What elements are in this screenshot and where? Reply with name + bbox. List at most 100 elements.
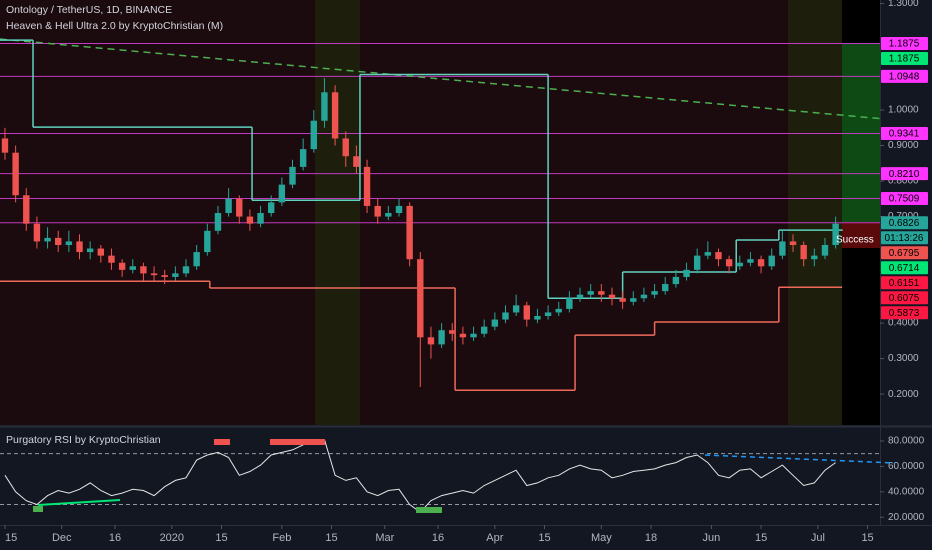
price-label: 1.1875 [889, 54, 920, 65]
candle-body [310, 120, 317, 150]
candle-body [97, 248, 105, 256]
candle-body [587, 291, 594, 295]
candle-body [65, 241, 73, 245]
price-label-box [881, 261, 928, 275]
candle-body [491, 319, 499, 327]
price-label: 0.6151 [889, 278, 920, 289]
candle-body [598, 291, 605, 295]
indicator-title: Heaven & Hell Ultra 2.0 by KryptoChristi… [6, 20, 223, 32]
candle-body [470, 333, 477, 338]
y-tick-label: 1.0000 [888, 105, 919, 116]
x-tick-label: 16 [432, 532, 444, 544]
y-tick-label: 0.4000 [888, 318, 919, 329]
candle-body [182, 266, 190, 274]
candle-body [704, 252, 712, 256]
price-label-box [881, 276, 928, 290]
candle-body [172, 273, 179, 277]
price-label-box [881, 167, 928, 181]
signal-marker [416, 507, 442, 513]
y-tick-label: 0.9000 [888, 140, 919, 151]
candle-body [406, 205, 413, 260]
candle-body [459, 333, 467, 338]
candle-body [193, 252, 200, 267]
zone-band [788, 0, 842, 425]
price-label: 0.6714 [889, 263, 920, 274]
x-tick-label: Mar [375, 532, 394, 544]
signal-marker [270, 439, 325, 445]
x-tick-label: 15 [861, 532, 873, 544]
zone-band [315, 0, 360, 425]
y-tick-label: 80.0000 [888, 436, 925, 447]
price-label: 0.8210 [889, 169, 920, 180]
candle-body [55, 237, 62, 245]
x-tick-label: 15 [538, 532, 550, 544]
candle-body [23, 195, 30, 224]
main-pane [0, 0, 880, 425]
y-tick-label: 20.0000 [888, 512, 925, 523]
candle-body [640, 294, 648, 299]
price-label: 01:13:26 [885, 233, 924, 244]
candle-body [363, 166, 371, 206]
x-tick-label: 15 [755, 532, 767, 544]
price-label-box [881, 216, 928, 230]
candle-body [662, 284, 669, 292]
candle-body [76, 241, 83, 253]
candle-body [544, 312, 552, 316]
x-tick-label: 18 [645, 532, 657, 544]
candle-body [672, 276, 680, 285]
candle-body [140, 266, 147, 274]
candle-body [502, 312, 509, 320]
price-label: 0.6795 [889, 248, 920, 259]
x-tick-label: 16 [109, 532, 121, 544]
price-label: 0.5873 [889, 308, 920, 319]
x-tick-label: Jun [703, 532, 721, 544]
signal-marker [214, 439, 230, 445]
candle-body [44, 237, 51, 242]
chart-title: Ontology / TetherUS, 1D, BINANCE [6, 4, 172, 16]
candle-body [161, 275, 168, 277]
candle-body [800, 244, 807, 260]
x-tick-label: 15 [215, 532, 227, 544]
price-label-box [881, 36, 928, 50]
candle-body [832, 223, 839, 245]
x-tick-label: Dec [52, 532, 72, 544]
x-tick-label: Feb [272, 532, 291, 544]
y-tick-label: 60.0000 [888, 461, 925, 472]
candle-body [33, 223, 41, 242]
candle-body [481, 326, 488, 334]
candle-body [289, 166, 296, 185]
candle-body [86, 248, 94, 253]
candle-body [331, 92, 339, 139]
candle-body [236, 198, 243, 217]
candle-body [214, 213, 222, 231]
candle-body [417, 259, 424, 338]
candle-body [651, 291, 658, 295]
price-label-box [881, 126, 928, 140]
candle-body [299, 149, 307, 167]
candle-body [736, 262, 743, 267]
price-label: 0.9341 [889, 129, 920, 140]
x-tick-label: 15 [325, 532, 337, 544]
price-label: 1.0948 [889, 72, 920, 83]
y-tick-label: 40.0000 [888, 486, 925, 497]
price-label-box [881, 231, 928, 245]
candle-body [821, 244, 829, 256]
candle-body [129, 266, 136, 270]
x-tick-label: Apr [486, 532, 503, 544]
candle-body [12, 152, 19, 196]
candle-body [438, 330, 445, 345]
candle-body [353, 156, 360, 167]
candle-body [619, 298, 626, 302]
y-tick-label: 0.2000 [888, 389, 919, 400]
candle-body [725, 259, 733, 267]
price-label-box [881, 291, 928, 305]
annotation: Success [836, 235, 874, 246]
candle-body [534, 315, 541, 320]
price-label-box [881, 306, 928, 320]
candle-body [747, 259, 754, 263]
candle-body [693, 255, 701, 270]
x-tick-label: 15 [5, 532, 17, 544]
candle-body [608, 294, 616, 299]
